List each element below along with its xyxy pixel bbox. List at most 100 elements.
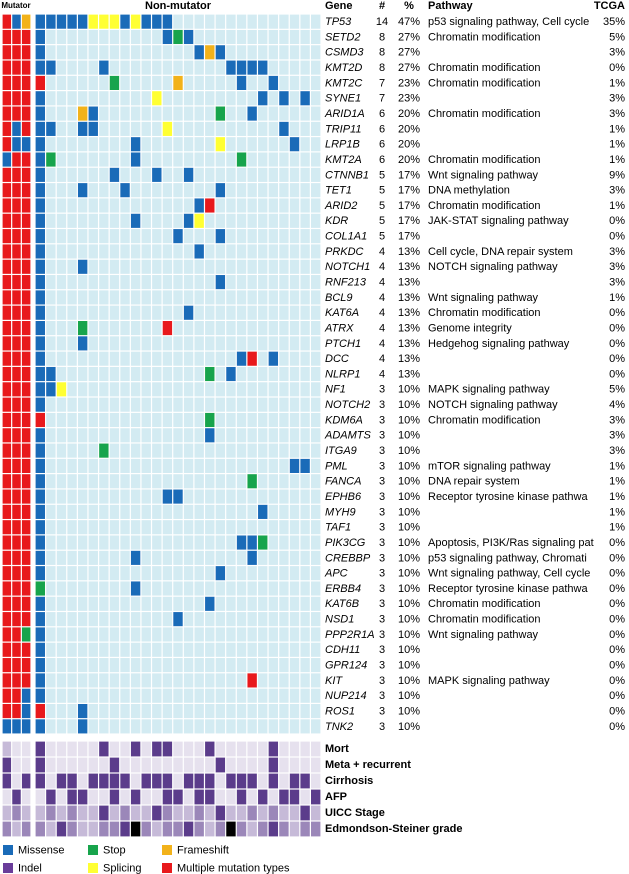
- empty-cell: [120, 137, 130, 152]
- empty-cell: [183, 566, 194, 581]
- empty-cell: [311, 504, 321, 519]
- mutation-cell: [268, 75, 279, 90]
- column-header: TCGA: [594, 0, 625, 12]
- tcga-percent: 0%: [609, 231, 625, 243]
- empty-cell: [162, 612, 173, 627]
- empty-cell: [56, 91, 67, 106]
- mutation-cell: [141, 14, 151, 29]
- empty-cell: [162, 244, 173, 259]
- empty-cell: [130, 198, 141, 213]
- empty-cell: [247, 275, 257, 290]
- empty-cell: [268, 244, 279, 259]
- clinical-cell: [215, 773, 226, 789]
- clinical-cell: [236, 757, 247, 773]
- mutation-cell: [2, 550, 12, 565]
- empty-cell: [173, 658, 183, 673]
- empty-cell: [215, 704, 226, 719]
- empty-cell: [279, 688, 289, 703]
- empty-cell: [120, 213, 130, 228]
- empty-cell: [173, 106, 183, 121]
- tcga-percent: 1%: [609, 506, 625, 518]
- mutation-count: 3: [379, 414, 385, 426]
- mutation-cell: [35, 719, 45, 734]
- empty-cell: [130, 719, 141, 734]
- empty-cell: [130, 275, 141, 290]
- pathway: Cell cycle, DNA repair system: [428, 246, 573, 258]
- mutation-cell: [99, 60, 109, 75]
- empty-cell: [300, 45, 310, 60]
- pathway: Chromatin modification: [428, 77, 541, 89]
- empty-cell: [236, 428, 247, 443]
- empty-cell: [247, 321, 257, 336]
- empty-cell: [279, 596, 289, 611]
- empty-cell: [236, 719, 247, 734]
- empty-cell: [109, 658, 120, 673]
- mutation-cell: [152, 14, 162, 29]
- empty-cell: [183, 290, 194, 305]
- empty-cell: [268, 321, 279, 336]
- mutation-cell: [35, 275, 45, 290]
- mutation-cell: [183, 167, 194, 182]
- empty-cell: [300, 259, 310, 274]
- clinical-cell: [67, 821, 77, 837]
- pathway: Wnt signaling pathway: [428, 169, 539, 181]
- empty-cell: [88, 704, 98, 719]
- empty-cell: [215, 91, 226, 106]
- empty-cell: [194, 167, 204, 182]
- empty-cell: [289, 305, 300, 320]
- pathway: Chromatin modification: [428, 614, 541, 626]
- empty-cell: [236, 382, 247, 397]
- empty-cell: [152, 658, 162, 673]
- empty-cell: [226, 596, 236, 611]
- empty-cell: [162, 428, 173, 443]
- empty-cell: [141, 351, 151, 366]
- mutation-cell: [12, 351, 21, 366]
- mutation-cell: [35, 14, 45, 29]
- column-header: Gene: [325, 0, 353, 12]
- empty-cell: [268, 45, 279, 60]
- mutation-cell: [21, 596, 31, 611]
- empty-cell: [109, 152, 120, 167]
- empty-cell: [226, 520, 236, 535]
- empty-cell: [120, 351, 130, 366]
- empty-cell: [236, 596, 247, 611]
- empty-cell: [88, 29, 98, 45]
- empty-cell: [152, 336, 162, 351]
- empty-cell: [141, 627, 151, 642]
- empty-cell: [88, 658, 98, 673]
- empty-cell: [300, 336, 310, 351]
- empty-cell: [258, 612, 268, 627]
- empty-cell: [99, 45, 109, 60]
- empty-cell: [268, 397, 279, 412]
- empty-cell: [236, 474, 247, 489]
- empty-cell: [152, 259, 162, 274]
- empty-cell: [247, 642, 257, 657]
- empty-cell: [109, 91, 120, 106]
- empty-cell: [56, 229, 67, 244]
- empty-cell: [56, 397, 67, 412]
- empty-cell: [46, 704, 56, 719]
- clinical-cell: [183, 789, 194, 805]
- empty-cell: [56, 152, 67, 167]
- clinical-cell: [236, 773, 247, 789]
- empty-cell: [215, 198, 226, 213]
- empty-cell: [162, 596, 173, 611]
- clinical-cell: [56, 773, 67, 789]
- empty-cell: [67, 581, 77, 596]
- empty-cell: [130, 75, 141, 90]
- empty-cell: [120, 612, 130, 627]
- empty-cell: [279, 397, 289, 412]
- empty-cell: [56, 581, 67, 596]
- mutation-count: 4: [379, 292, 385, 304]
- empty-cell: [226, 642, 236, 657]
- empty-cell: [236, 612, 247, 627]
- empty-cell: [268, 719, 279, 734]
- empty-cell: [247, 627, 257, 642]
- clinical-cell: [21, 741, 31, 757]
- gene-name: KMT2A: [325, 154, 362, 166]
- empty-cell: [247, 336, 257, 351]
- empty-cell: [88, 566, 98, 581]
- empty-cell: [268, 474, 279, 489]
- empty-cell: [46, 412, 56, 428]
- empty-cell: [215, 167, 226, 182]
